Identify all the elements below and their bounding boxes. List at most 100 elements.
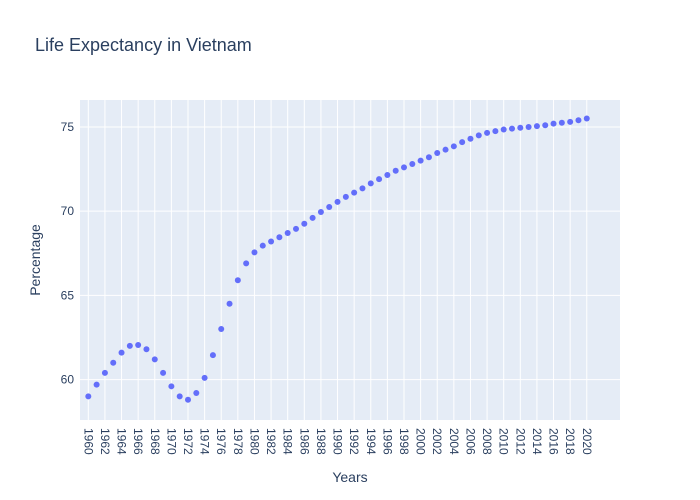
data-point	[442, 146, 449, 153]
x-tick-label: 1966	[131, 428, 145, 455]
data-point	[326, 203, 333, 210]
x-axis-label: Years	[332, 469, 367, 485]
data-point	[542, 122, 549, 129]
x-tick-label: 1980	[247, 428, 261, 455]
x-tick-label: 1970	[164, 428, 178, 455]
x-tick-label: 1990	[331, 428, 345, 455]
data-point	[567, 118, 574, 125]
data-point	[218, 326, 225, 333]
data-point	[243, 260, 250, 267]
data-point	[417, 157, 424, 164]
data-point	[126, 342, 133, 349]
data-point	[135, 342, 142, 349]
y-tick-labels: 60 65 70 75	[61, 120, 75, 387]
x-tick-label: 2006	[463, 428, 477, 455]
x-tick-label: 2018	[563, 428, 577, 455]
y-tick-label: 60	[61, 373, 75, 387]
data-point	[484, 129, 491, 136]
x-tick-label: 1972	[181, 428, 195, 455]
data-point	[259, 242, 266, 249]
chart-title: Life Expectancy in Vietnam	[35, 35, 252, 55]
x-tick-label: 1988	[314, 428, 328, 455]
data-point	[392, 167, 399, 174]
data-point	[467, 135, 474, 142]
x-tick-labels: 1960 1962 1964 1966 1968 1970 1972 1974 1976 1978…	[81, 428, 593, 455]
y-tick-label: 75	[61, 120, 75, 134]
data-point	[367, 180, 374, 187]
x-tick-label: 2014	[530, 428, 544, 455]
data-point	[176, 393, 183, 400]
data-point	[143, 346, 150, 353]
x-tick-label: 1986	[297, 428, 311, 455]
data-point	[93, 381, 100, 388]
data-point	[459, 139, 466, 146]
data-point	[193, 390, 200, 397]
plot-area	[80, 100, 620, 420]
data-point	[351, 189, 358, 196]
data-point	[309, 214, 316, 221]
data-point	[268, 238, 275, 245]
data-point	[450, 143, 457, 150]
data-point	[492, 128, 499, 135]
data-point	[583, 115, 590, 122]
x-tick-label: 1992	[347, 428, 361, 455]
x-tick-label: 2002	[430, 428, 444, 455]
x-tick-label: 1960	[81, 428, 95, 455]
x-tick-label: 2004	[447, 428, 461, 455]
x-tick-label: 2020	[580, 428, 594, 455]
data-point	[209, 352, 216, 359]
data-point	[118, 349, 125, 356]
data-point	[293, 225, 299, 232]
data-point	[359, 185, 366, 192]
x-tick-label: 1984	[281, 428, 295, 455]
data-point	[110, 359, 117, 366]
x-tick-label: 1994	[364, 428, 378, 455]
x-tick-label: 1976	[214, 428, 228, 455]
data-point	[434, 150, 441, 157]
x-tick-label: 1968	[148, 428, 162, 455]
data-point	[509, 125, 515, 132]
data-point	[334, 198, 341, 205]
x-tick-label: 2016	[547, 428, 561, 455]
x-tick-label: 2000	[414, 428, 428, 455]
data-point	[475, 132, 482, 139]
data-point	[276, 234, 283, 241]
x-tick-label: 2012	[513, 428, 527, 455]
y-axis-label: Percentage	[27, 224, 43, 296]
data-point	[500, 126, 507, 133]
data-point	[533, 123, 540, 130]
x-tick-label: 1978	[231, 428, 245, 455]
data-point	[550, 120, 557, 127]
data-point	[284, 230, 291, 237]
data-point	[517, 124, 524, 131]
data-point	[376, 176, 383, 183]
x-tick-label: 2008	[480, 428, 494, 455]
y-tick-label: 70	[61, 204, 75, 218]
x-tick-label: 1964	[115, 428, 129, 455]
data-point	[342, 193, 349, 200]
data-point	[226, 300, 233, 307]
data-point	[201, 374, 208, 381]
data-point	[409, 161, 416, 167]
data-point	[401, 164, 407, 171]
data-points	[85, 115, 590, 403]
data-point	[301, 220, 308, 227]
x-tick-label: 1974	[198, 428, 212, 455]
data-point	[525, 123, 532, 130]
y-tick-label: 65	[61, 288, 75, 302]
x-tick-label: 1996	[380, 428, 394, 455]
data-point	[101, 369, 108, 376]
data-point	[185, 396, 191, 403]
data-point	[85, 393, 92, 400]
x-tick-label: 1962	[98, 428, 112, 455]
data-point	[558, 119, 565, 126]
x-tick-label: 1998	[397, 428, 411, 455]
x-tick-label: 2010	[497, 428, 511, 455]
data-point	[151, 356, 158, 363]
data-point	[160, 369, 167, 376]
data-point	[575, 117, 582, 124]
data-point	[234, 277, 241, 284]
data-point	[425, 154, 432, 161]
data-point	[251, 249, 258, 256]
